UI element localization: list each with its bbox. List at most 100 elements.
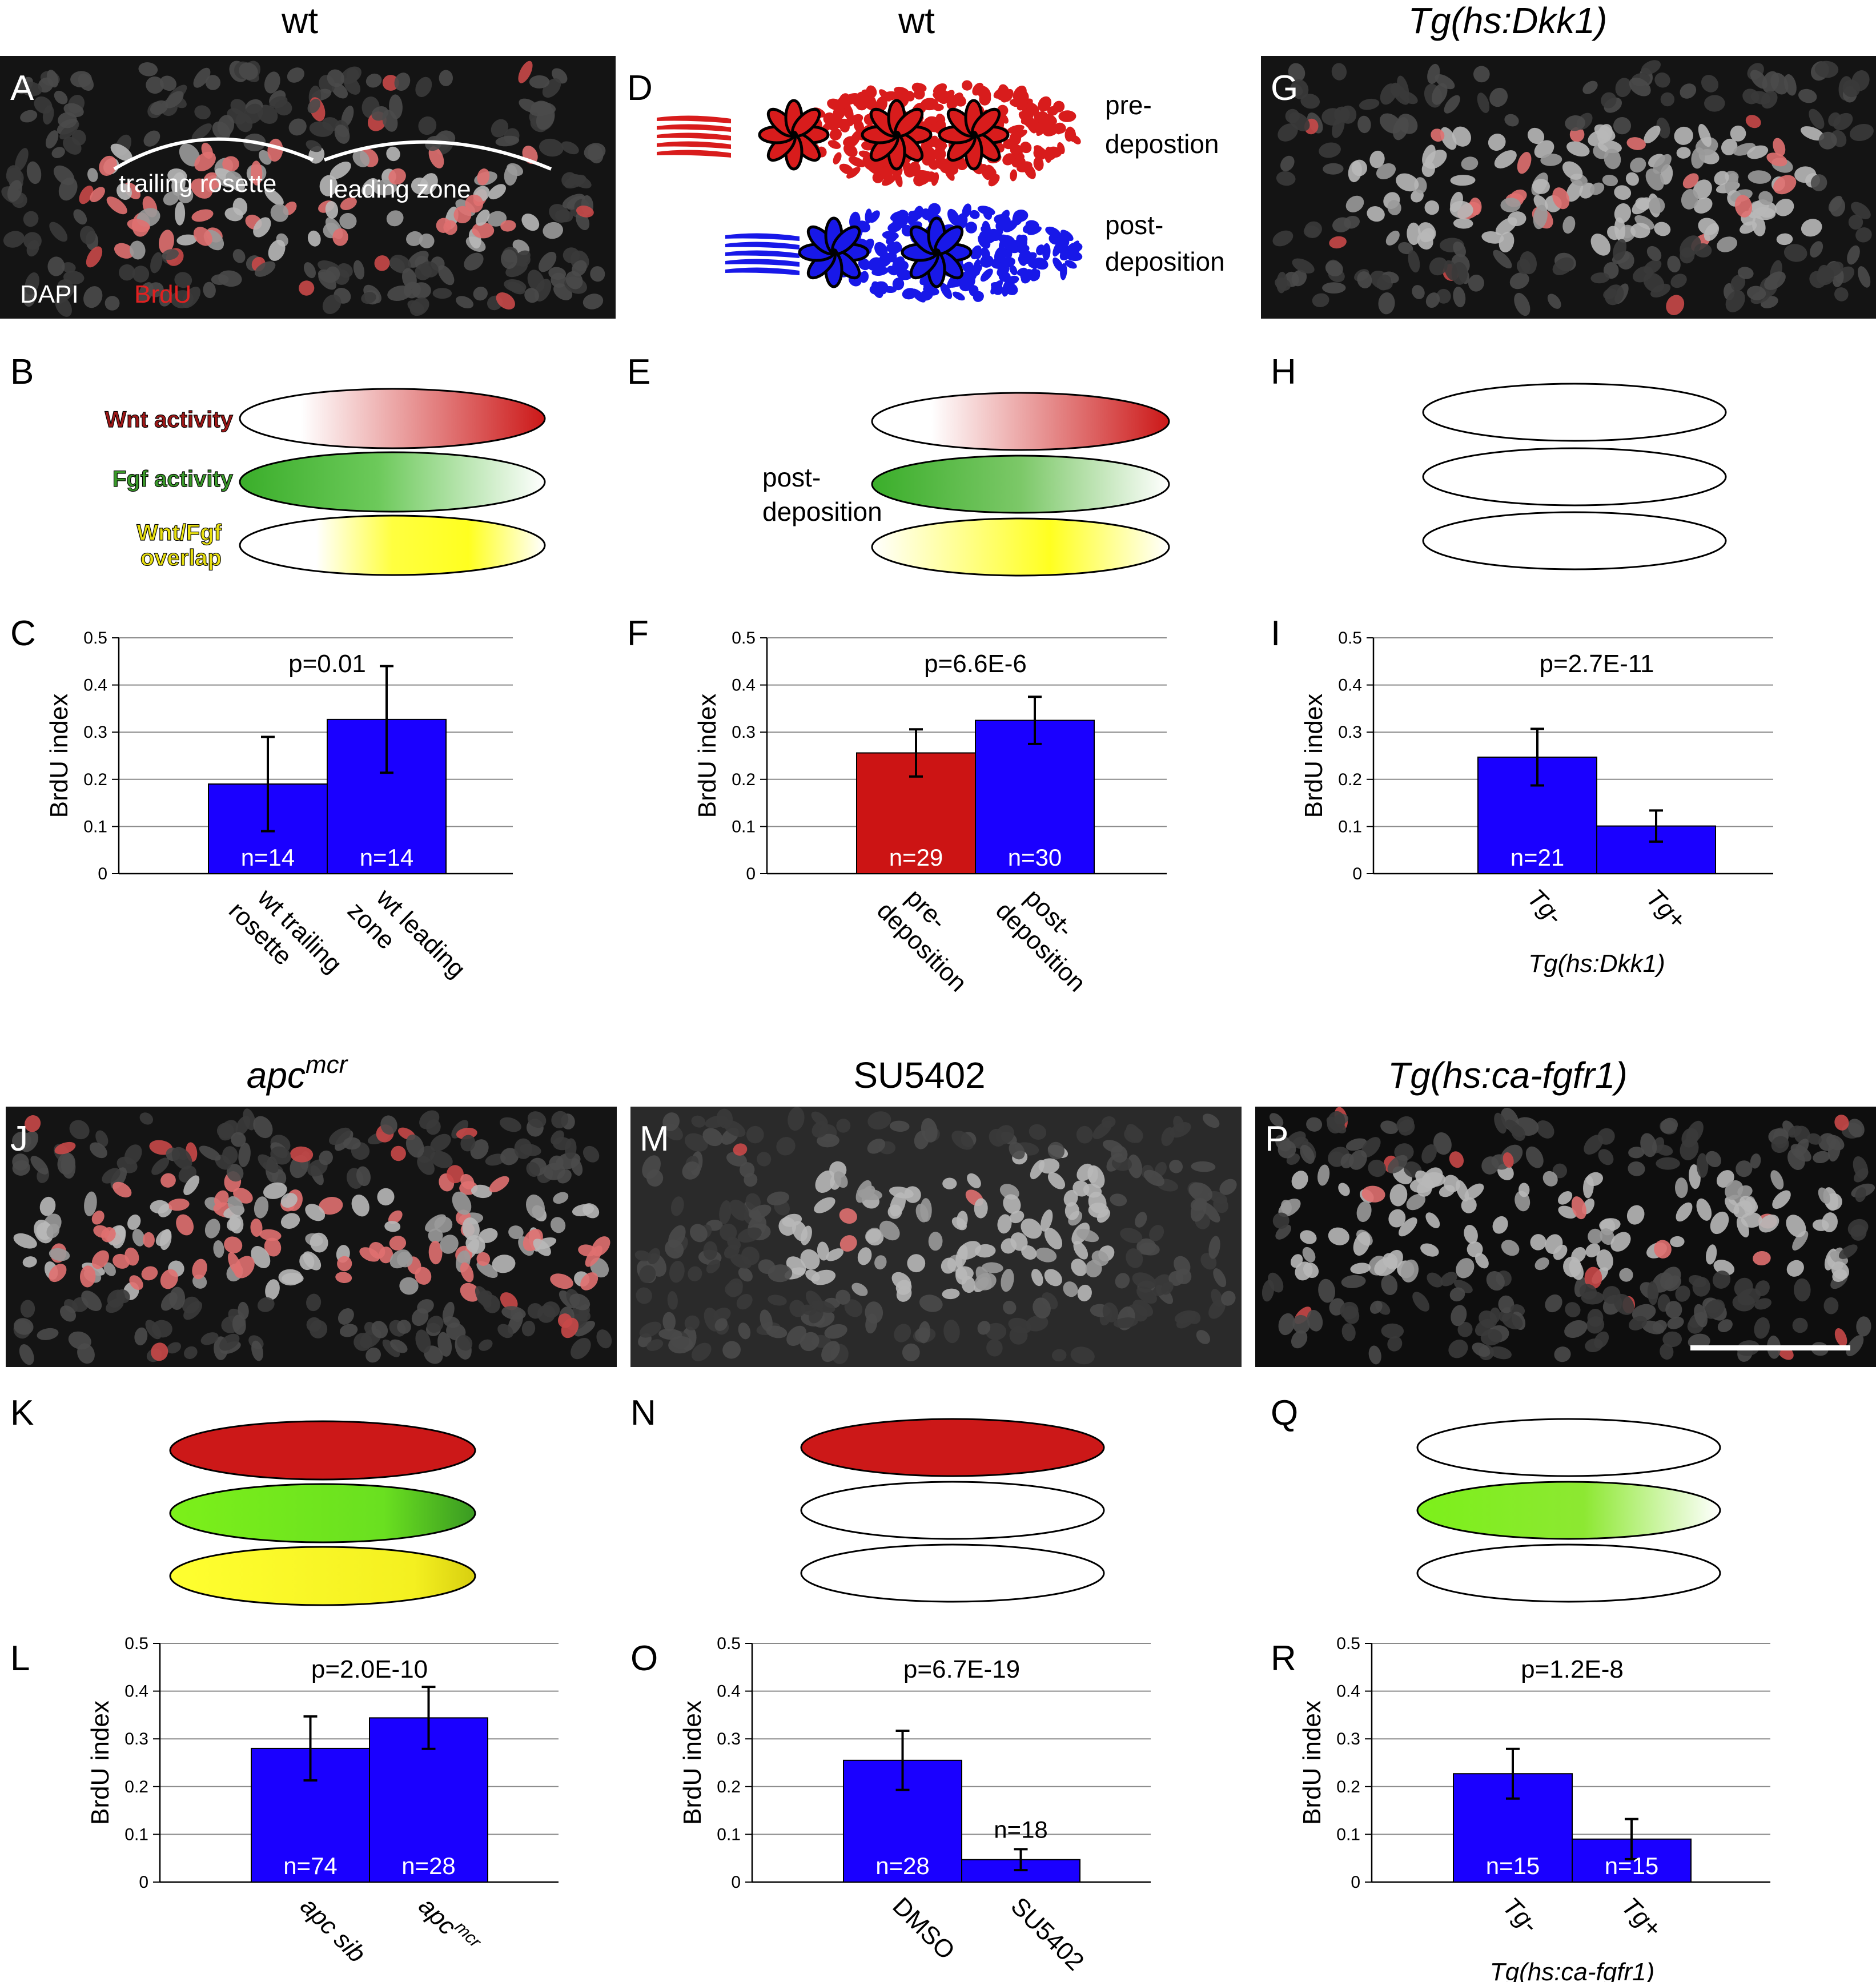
cell — [1003, 139, 1015, 150]
nucleus — [1436, 288, 1451, 304]
nucleus — [465, 194, 484, 213]
nucleus — [155, 1229, 172, 1247]
group-label: Tg(hs:Dkk1) — [1528, 950, 1665, 978]
nucleus — [1534, 1257, 1549, 1271]
y-tick-label: 0 — [731, 1873, 741, 1892]
nucleus — [304, 262, 316, 279]
nucleus — [1792, 1317, 1808, 1333]
nucleus — [309, 121, 334, 137]
nucleus — [995, 1125, 1015, 1144]
nucleus — [1196, 1330, 1211, 1344]
nucleus — [39, 1196, 56, 1216]
y-tick-label: 0.3 — [717, 1730, 741, 1748]
nucleus — [766, 1191, 789, 1205]
nucleus — [1113, 1317, 1138, 1328]
nucleus — [253, 217, 271, 238]
nucleus — [1343, 215, 1360, 229]
y-tick-label: 0.4 — [124, 1682, 148, 1701]
nucleus — [1518, 1183, 1530, 1197]
y-tick-label: 0.5 — [83, 629, 107, 648]
nucleus — [269, 96, 288, 108]
cell — [923, 286, 939, 296]
nucleus — [1542, 1171, 1558, 1187]
nucleus — [639, 1321, 661, 1338]
nucleus — [254, 1196, 269, 1219]
nucleus — [1493, 250, 1512, 269]
cell — [1030, 267, 1038, 282]
nucleus — [159, 75, 177, 91]
nucleus — [1597, 140, 1622, 154]
tail-cell — [657, 115, 731, 123]
nucleus — [1829, 197, 1846, 217]
nucleus — [1003, 1300, 1017, 1314]
nucleus — [943, 1320, 960, 1344]
ellipse-k-1 — [169, 1420, 476, 1481]
p-value: p=6.7E-19 — [903, 1655, 1020, 1683]
nucleus — [138, 282, 154, 303]
nucleus — [1143, 1169, 1165, 1187]
nucleus — [473, 287, 488, 301]
nucleus — [405, 1134, 424, 1158]
nucleus — [504, 164, 517, 186]
nucleus — [1477, 93, 1490, 113]
nucleus — [1176, 1311, 1196, 1329]
nucleus — [1424, 200, 1440, 215]
post-deposition-label-2: deposition — [1105, 247, 1225, 276]
nucleus — [1660, 1343, 1674, 1360]
nucleus — [907, 1254, 926, 1273]
nucleus — [662, 1312, 676, 1332]
nucleus — [749, 1204, 772, 1220]
nucleus — [1380, 83, 1397, 105]
n-label: n=15 — [1486, 1852, 1540, 1879]
nucleus — [1562, 216, 1576, 234]
cell — [869, 285, 880, 295]
cell — [882, 231, 899, 240]
nucleus — [1645, 168, 1664, 191]
nucleus — [1653, 154, 1672, 174]
ellipse-h-1 — [1422, 383, 1727, 442]
nucleus — [1564, 1320, 1588, 1338]
nucleus — [539, 138, 564, 157]
cell — [1021, 112, 1034, 124]
cell — [1033, 113, 1046, 124]
nucleus — [1818, 1133, 1837, 1151]
nucleus — [921, 1118, 938, 1143]
cell — [843, 143, 858, 158]
nucleus — [211, 274, 229, 286]
nucleus — [452, 1191, 472, 1215]
cell — [952, 291, 965, 301]
nucleus — [1072, 1180, 1090, 1197]
cell — [951, 93, 963, 106]
nucleus — [817, 1133, 839, 1148]
nucleus — [1849, 123, 1874, 142]
nucleus — [325, 201, 339, 219]
nucleus — [1714, 171, 1729, 186]
nucleus — [171, 1147, 192, 1170]
cell — [903, 166, 916, 178]
cell — [973, 291, 984, 302]
nucleus — [1132, 1300, 1154, 1317]
nucleus — [1630, 223, 1650, 239]
nucleus — [834, 1171, 848, 1188]
nucleus — [789, 1300, 806, 1317]
cell — [855, 91, 868, 107]
nucleus — [1587, 1309, 1604, 1327]
nucleus — [191, 209, 214, 222]
nucleus — [7, 180, 22, 202]
nucleus — [1680, 1137, 1699, 1161]
nucleus — [238, 1143, 251, 1167]
nucleus — [1213, 1268, 1227, 1288]
nucleus — [59, 1305, 77, 1322]
nucleus — [1427, 1272, 1443, 1288]
nucleus — [1285, 108, 1300, 123]
nucleus — [670, 1196, 684, 1216]
y-axis-label: BrdU index — [45, 694, 73, 818]
cell — [881, 175, 897, 186]
nucleus — [690, 1224, 708, 1243]
nucleus — [150, 1200, 170, 1214]
column-title-d: wt — [898, 0, 935, 41]
nucleus — [1788, 1125, 1802, 1138]
nucleus — [165, 91, 184, 108]
nucleus — [1009, 1141, 1025, 1160]
